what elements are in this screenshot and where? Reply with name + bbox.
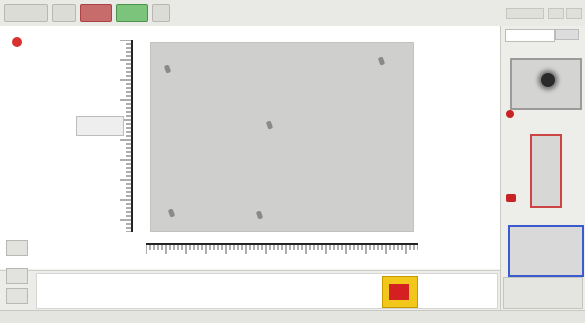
thumbnail-2-caption [506, 208, 578, 214]
toolbar-button-1[interactable] [4, 4, 48, 22]
thumbnail-2[interactable] [530, 134, 562, 208]
status-right [500, 313, 570, 321]
tool-icon[interactable] [6, 240, 28, 256]
toolbar-right-item-1[interactable] [506, 8, 544, 19]
dark-blob [541, 73, 555, 87]
toolbar-right-item-2[interactable] [548, 8, 564, 19]
panel-bottom-controls[interactable] [503, 277, 583, 309]
plot-marker[interactable] [265, 120, 274, 130]
panel-control-button[interactable] [555, 29, 579, 40]
left-toolbox [6, 240, 28, 310]
toolbar-right-item-3[interactable] [566, 8, 582, 19]
plot-marker[interactable] [167, 208, 176, 218]
toolbar-button-green[interactable] [116, 4, 148, 22]
y-axis-ruler [120, 40, 133, 232]
tool-icon-2[interactable] [6, 268, 28, 284]
toolbar-button-5[interactable] [152, 4, 170, 22]
panel-search-input[interactable] [505, 29, 555, 42]
timeline-area[interactable] [36, 273, 498, 309]
thumbnail-3-selected[interactable] [508, 225, 584, 277]
plot-marker[interactable] [163, 64, 172, 74]
marker-icon[interactable] [506, 110, 514, 118]
record-dot-icon[interactable] [12, 37, 22, 47]
status-bar [0, 310, 585, 323]
status-left [40, 313, 100, 321]
tool-icon-3[interactable] [6, 288, 28, 304]
plot-area[interactable] [150, 42, 414, 232]
toolbar-button-2[interactable] [52, 4, 76, 22]
plot-marker[interactable] [377, 56, 386, 66]
hover-tooltip [76, 116, 124, 136]
alert-indicator[interactable] [389, 284, 409, 300]
marker-icon-2[interactable] [506, 194, 516, 202]
plot-marker[interactable] [255, 210, 264, 220]
thumbnail-2-label [506, 122, 578, 128]
top-toolbar [0, 0, 585, 27]
x-axis-ruler [146, 243, 418, 254]
toolbar-button-red[interactable] [80, 4, 112, 22]
